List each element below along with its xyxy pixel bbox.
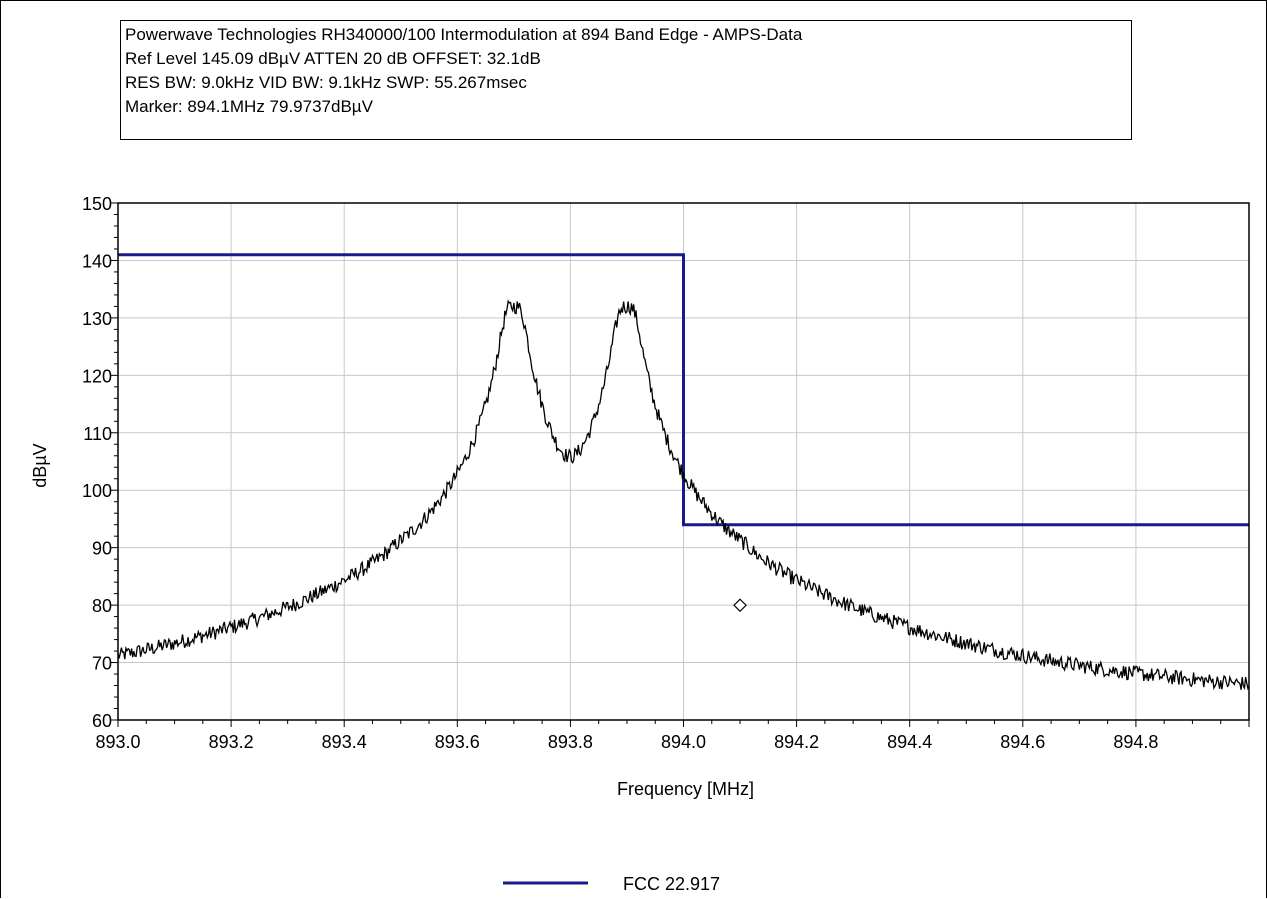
- y-tick-label: 140: [82, 251, 112, 271]
- y-tick-label: 90: [92, 539, 112, 559]
- x-tick-label: 893.4: [322, 732, 367, 752]
- limit-line-fcc: [118, 255, 1249, 525]
- legend: FCC 22.917: [503, 874, 720, 894]
- y-tick-label: 100: [82, 481, 112, 501]
- x-tick-label: 894.0: [661, 732, 706, 752]
- y-tick-label: 80: [92, 596, 112, 616]
- x-axis-title: Frequency [MHz]: [617, 779, 754, 799]
- legend-label-fcc: FCC 22.917: [623, 874, 720, 894]
- y-tick-label: 130: [82, 309, 112, 329]
- limit-line-layer: [118, 255, 1249, 525]
- marker-diamond: [734, 599, 746, 611]
- marker-layer: [734, 599, 746, 611]
- x-tick-label: 893.0: [95, 732, 140, 752]
- x-tick-label: 893.8: [548, 732, 593, 752]
- y-axis-title: dBµV: [30, 443, 50, 487]
- y-tick-label: 70: [92, 654, 112, 674]
- x-tick-label: 894.6: [1000, 732, 1045, 752]
- y-tick-label: 150: [82, 194, 112, 214]
- y-tick-label: 110: [83, 424, 112, 444]
- x-tick-label: 894.2: [774, 732, 819, 752]
- x-tick-label: 893.2: [209, 732, 254, 752]
- y-tick-labels: 60 70 80 90 100 110 120 130 140 150: [82, 194, 112, 731]
- x-tick-label: 894.4: [887, 732, 932, 752]
- x-tick-label: 893.6: [435, 732, 480, 752]
- y-tick-label: 60: [92, 711, 112, 731]
- x-tick-label: 894.8: [1113, 732, 1158, 752]
- axes: [111, 203, 1249, 727]
- y-tick-label: 120: [82, 366, 112, 386]
- x-tick-labels: 893.0 893.2 893.4 893.6 893.8 894.0 894.2 894.4…: [95, 732, 1158, 752]
